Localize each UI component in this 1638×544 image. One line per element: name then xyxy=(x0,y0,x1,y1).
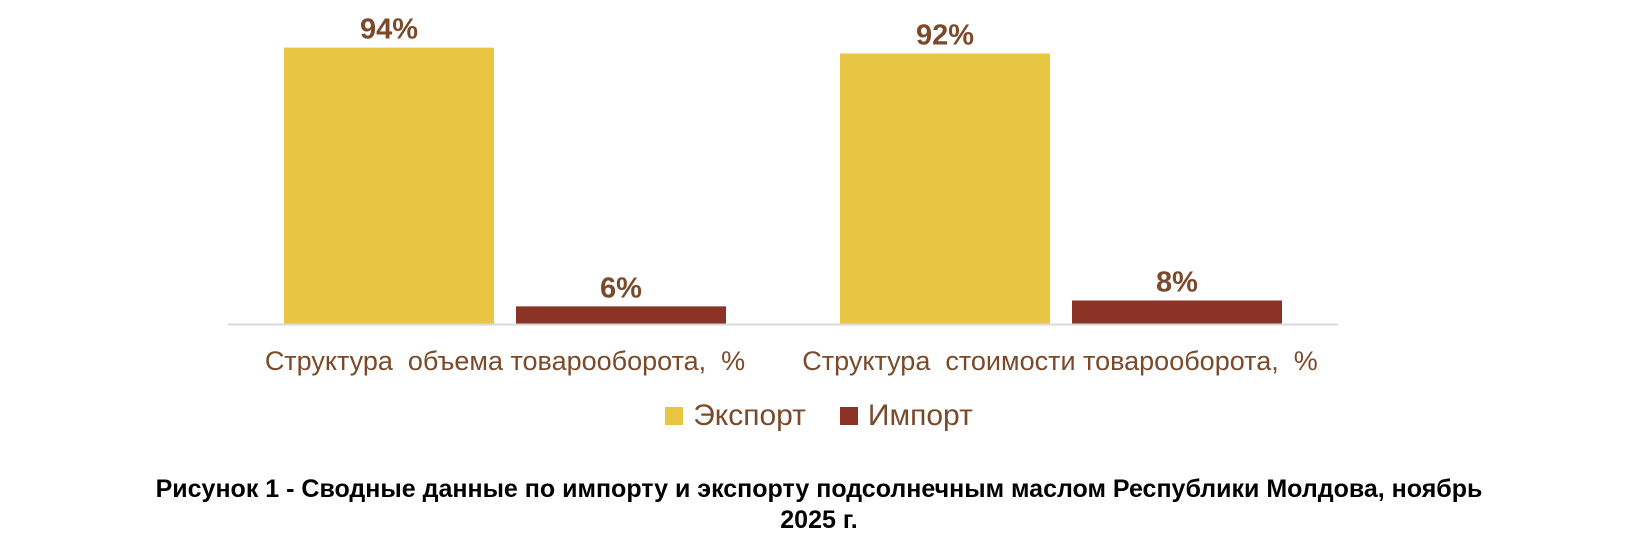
legend-item-import: Импорт xyxy=(839,399,973,433)
bar-export-0 xyxy=(284,47,494,324)
chart-area: 94% 6% 92% 8% Структура объема товарооборота… xyxy=(228,14,1338,376)
bar-import-1 xyxy=(1072,300,1282,324)
data-label-import-0: 6% xyxy=(600,272,642,304)
legend-item-export: Экспорт xyxy=(665,399,806,433)
figure-caption-line-1: Рисунок 1 - Сводные данные по импорту и … xyxy=(155,475,1483,503)
data-label-export-1: 92% xyxy=(916,20,974,52)
legend: Экспорт Импорт xyxy=(0,396,1638,436)
bar-export-1 xyxy=(840,53,1050,325)
data-label-import-1: 8% xyxy=(1156,266,1198,298)
legend-swatch-import xyxy=(839,407,858,425)
bar-import-0 xyxy=(516,306,726,324)
legend-label-import: Импорт xyxy=(867,399,973,432)
category-label-1: Структура стоимости товарооборота, % xyxy=(802,346,1317,376)
data-label-export-0: 94% xyxy=(360,14,418,46)
legend-swatch-export xyxy=(665,407,684,425)
bar-chart: 94% 6% 92% 8% Структура объема товарооборота… xyxy=(228,14,1338,376)
category-label-0: Структура объема товарооборота, % xyxy=(265,346,745,376)
figure-caption-line-2: 2025 г. xyxy=(780,506,858,534)
legend-label-export: Экспорт xyxy=(693,399,806,432)
